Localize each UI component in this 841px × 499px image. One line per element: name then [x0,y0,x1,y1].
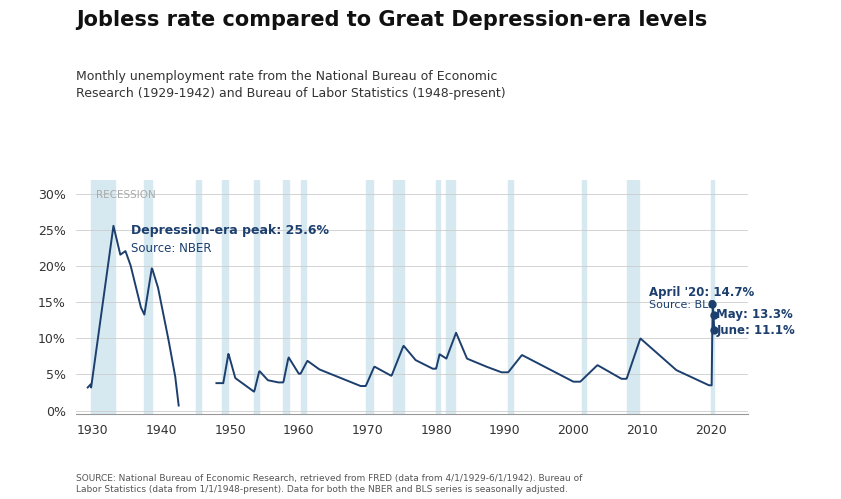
Text: RECESSION: RECESSION [96,191,156,201]
Bar [91,180,115,414]
Bar [221,180,229,414]
Bar [283,180,288,414]
Bar [394,180,404,414]
Bar [196,180,201,414]
Text: CNBC: CNBC [772,465,810,478]
Text: ⚘: ⚘ [739,457,756,476]
Text: SOURCE: National Bureau of Economic Research, retrieved from FRED (data from 4/1: SOURCE: National Bureau of Economic Rese… [76,474,582,494]
Text: Source: NBER: Source: NBER [130,242,211,254]
Bar [436,180,440,414]
Text: Monthly unemployment rate from the National Bureau of Economic
Research (1929-19: Monthly unemployment rate from the Natio… [76,70,505,100]
Bar [145,180,152,414]
Bar [508,180,513,414]
Bar [582,180,586,414]
Text: Source: BLS: Source: BLS [649,300,716,310]
Bar [711,180,714,414]
Text: Jobless rate compared to Great Depression-era levels: Jobless rate compared to Great Depressio… [76,10,707,30]
Text: June: 11.1%: June: 11.1% [717,324,796,337]
Bar [447,180,455,414]
Bar [366,180,373,414]
Bar [300,180,305,414]
Text: April '20: 14.7%: April '20: 14.7% [649,286,754,299]
Bar [627,180,638,414]
Bar [254,180,259,414]
Text: Depression-era peak: 25.6%: Depression-era peak: 25.6% [130,225,329,238]
Text: May: 13.3%: May: 13.3% [717,308,793,321]
